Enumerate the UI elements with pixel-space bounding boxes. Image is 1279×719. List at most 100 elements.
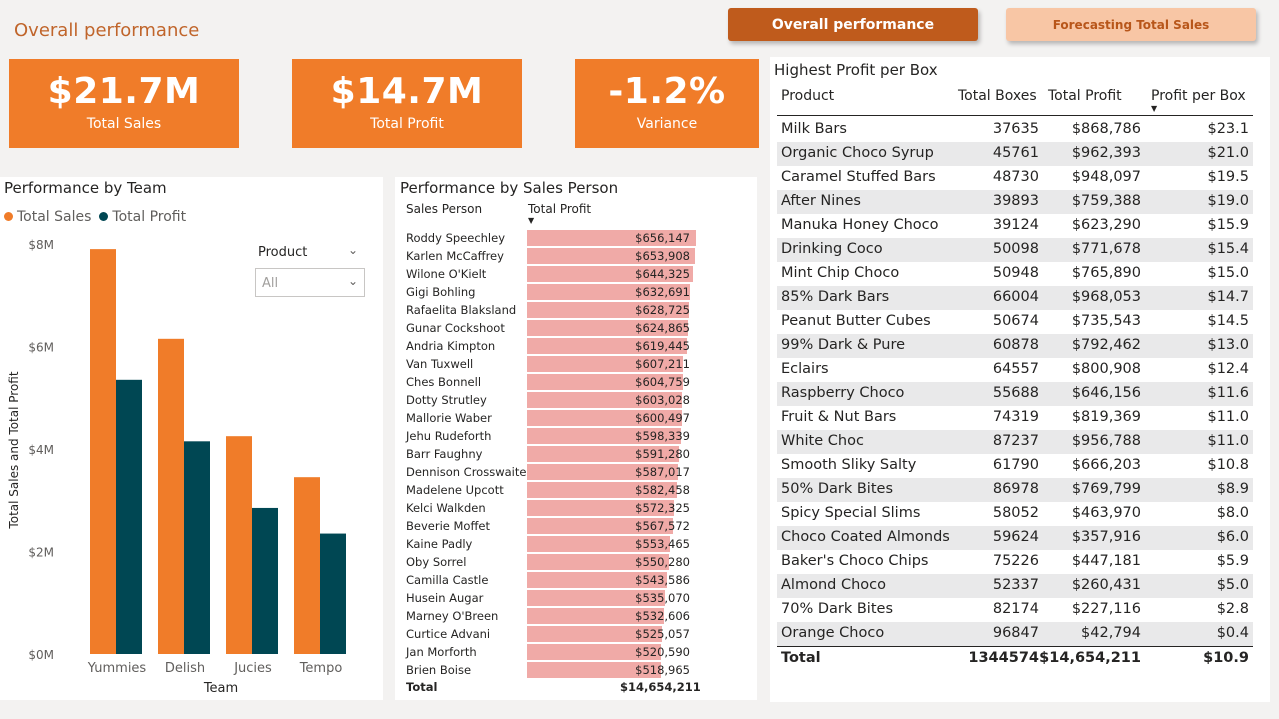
total-profit: $646,156: [1071, 385, 1141, 401]
table-row[interactable]: Peanut Butter Cubes 50674 $735,543 $14.5: [777, 310, 1253, 334]
sales-person-row[interactable]: Dotty Strutley $603,028: [406, 391, 696, 409]
forecasting-button[interactable]: Forecasting Total Sales: [1006, 8, 1256, 41]
table-row[interactable]: Milk Bars 37635 $868,786 $23.1: [777, 118, 1253, 142]
sales-person-row[interactable]: Jan Morforth $520,590: [406, 643, 696, 661]
table-row[interactable]: Almond Choco 52337 $260,431 $5.0: [777, 574, 1253, 598]
table-row[interactable]: After Nines 39893 $759,388 $19.0: [777, 190, 1253, 214]
legend-item-sales[interactable]: Total Sales: [4, 209, 91, 225]
sales-person-row[interactable]: Oby Sorrel $550,280: [406, 553, 696, 571]
profit-data-bar: [527, 572, 667, 588]
profit-per-box: $11.0: [1207, 433, 1249, 449]
product-slicer-label: Product: [258, 245, 308, 260]
product-slicer-dropdown[interactable]: All ⌄: [255, 268, 365, 297]
profit-per-box: $11.6: [1207, 385, 1249, 401]
profit-data-bar: [527, 446, 680, 462]
table-row[interactable]: 99% Dark & Pure 60878 $792,462 $13.0: [777, 334, 1253, 358]
product-name: Fruit & Nut Bars: [781, 409, 897, 425]
profit-data-bar: [527, 230, 696, 246]
sales-person-row[interactable]: Barr Faughny $591,280: [406, 445, 696, 463]
total-boxes: 39124: [992, 217, 1039, 233]
sales-person-name: Jehu Rudeforth: [406, 429, 492, 443]
sales-person-row[interactable]: Andria Kimpton $619,445: [406, 337, 696, 355]
sales-person-row[interactable]: Madelene Upcott $582,458: [406, 481, 696, 499]
product-slicer-value: All: [262, 276, 279, 291]
total-profit: $666,203: [1071, 457, 1141, 473]
sales-person-row[interactable]: Dennison Crosswaite $587,017: [406, 463, 696, 481]
sales-person-profit: $567,572: [635, 519, 690, 533]
sales-person-row[interactable]: Roddy Speechley $656,147: [406, 229, 696, 247]
profit-per-box: $5.9: [1216, 553, 1249, 569]
sales-person-row[interactable]: Rafaelita Blaksland $628,725: [406, 301, 696, 319]
total-boxes: 1344574: [968, 650, 1039, 666]
table-row[interactable]: Fruit & Nut Bars 74319 $819,369 $11.0: [777, 406, 1253, 430]
col-header-product[interactable]: Product: [781, 88, 835, 104]
profit-per-box: $14.7: [1207, 289, 1249, 305]
sales-person-row[interactable]: Marney O'Breen $532,606: [406, 607, 696, 625]
kpi-label: Variance: [636, 116, 698, 132]
profit-per-box: $8.0: [1216, 505, 1249, 521]
sales-person-row[interactable]: Kaine Padly $553,465: [406, 535, 696, 553]
table-row[interactable]: Mint Chip Choco 50948 $765,890 $15.0: [777, 262, 1253, 286]
col-header-sales-person[interactable]: Sales Person: [406, 202, 483, 216]
table-row[interactable]: 70% Dark Bites 82174 $227,116 $2.8: [777, 598, 1253, 622]
sales-person-row[interactable]: Camilla Castle $543,586: [406, 571, 696, 589]
table-row[interactable]: Manuka Honey Choco 39124 $623,290 $15.9: [777, 214, 1253, 238]
profit-per-box: $19.0: [1207, 193, 1249, 209]
table-row[interactable]: Organic Choco Syrup 45761 $962,393 $21.0: [777, 142, 1253, 166]
sales-person-row[interactable]: Kelci Walkden $572,325: [406, 499, 696, 517]
product-name: Baker's Choco Chips: [781, 553, 929, 569]
total-profit: $800,908: [1071, 361, 1141, 377]
total-boxes: 45761: [992, 145, 1039, 161]
total-boxes: 52337: [992, 577, 1039, 593]
total-profit: $819,369: [1071, 409, 1141, 425]
profit-data-bar: [527, 410, 682, 426]
profit-data-bar: [527, 248, 696, 264]
sales-person-row[interactable]: Jehu Rudeforth $598,339: [406, 427, 696, 445]
product-name: Spicy Special Slims: [781, 505, 921, 521]
sales-person-row[interactable]: Ches Bonnell $604,759: [406, 373, 696, 391]
col-header-total-profit[interactable]: Total Profit: [528, 202, 592, 216]
profit-bar: [252, 507, 278, 654]
table-row[interactable]: Eclairs 64557 $800,908 $12.4: [777, 358, 1253, 382]
x-tick-label: Tempo: [299, 661, 343, 676]
table-row[interactable]: Caramel Stuffed Bars 48730 $948,097 $19.5: [777, 166, 1253, 190]
table-row[interactable]: Baker's Choco Chips 75226 $447,181 $5.9: [777, 550, 1253, 574]
col-header-total-profit[interactable]: Total Profit: [1048, 88, 1122, 104]
table-row[interactable]: Smooth Sliky Salty 61790 $666,203 $10.8: [777, 454, 1253, 478]
x-tick-label: Yummies: [87, 661, 147, 676]
sales-person-row[interactable]: Husein Augar $535,070: [406, 589, 696, 607]
table-row[interactable]: Choco Coated Almonds 59624 $357,916 $6.0: [777, 526, 1253, 550]
profit-per-box: $6.0: [1216, 529, 1249, 545]
col-header-profit-per-box[interactable]: Profit per Box: [1151, 88, 1246, 104]
total-boxes: 55688: [992, 385, 1039, 401]
overall-performance-button[interactable]: Overall performance: [728, 8, 978, 41]
profit-data-bar: [527, 266, 693, 282]
table-row[interactable]: Drinking Coco 50098 $771,678 $15.4: [777, 238, 1253, 262]
col-header-total-boxes[interactable]: Total Boxes: [958, 88, 1037, 104]
total-boxes: 74319: [992, 409, 1039, 425]
table-row[interactable]: 85% Dark Bars 66004 $968,053 $14.7: [777, 286, 1253, 310]
table-row[interactable]: White Choc 87237 $956,788 $11.0: [777, 430, 1253, 454]
sales-person-name: Rafaelita Blaksland: [406, 303, 517, 317]
legend-item-profit[interactable]: Total Profit: [99, 209, 186, 225]
sales-person-row[interactable]: Gunar Cockshoot $624,865: [406, 319, 696, 337]
sales-person-profit: $619,445: [635, 339, 690, 353]
sales-person-row[interactable]: Brien Boise $518,965: [406, 661, 696, 679]
sales-person-row[interactable]: Van Tuxwell $607,211: [406, 355, 696, 373]
chevron-down-icon[interactable]: ⌄: [348, 243, 359, 257]
total-boxes: 66004: [992, 289, 1039, 305]
table-row[interactable]: Raspberry Choco 55688 $646,156 $11.6: [777, 382, 1253, 406]
table-row[interactable]: 50% Dark Bites 86978 $769,799 $8.9: [777, 478, 1253, 502]
sales-person-row[interactable]: Gigi Bohling $632,691: [406, 283, 696, 301]
product-name: 70% Dark Bites: [781, 601, 893, 617]
table-row[interactable]: Orange Choco 96847 $42,794 $0.4: [777, 622, 1253, 646]
profit-data-bar: [527, 500, 675, 516]
sales-person-row[interactable]: Curtice Advani $525,057: [406, 625, 696, 643]
sales-person-row[interactable]: Beverie Moffet $567,572: [406, 517, 696, 535]
table-row[interactable]: Spicy Special Slims 58052 $463,970 $8.0: [777, 502, 1253, 526]
sales-person-row[interactable]: Karlen McCaffrey $653,908: [406, 247, 696, 265]
sales-bar: [158, 338, 184, 654]
sales-person-row[interactable]: Mallorie Waber $600,497: [406, 409, 696, 427]
sales-person-row[interactable]: Wilone O'Kielt $644,325: [406, 265, 696, 283]
sales-person-profit: $653,908: [635, 249, 690, 263]
